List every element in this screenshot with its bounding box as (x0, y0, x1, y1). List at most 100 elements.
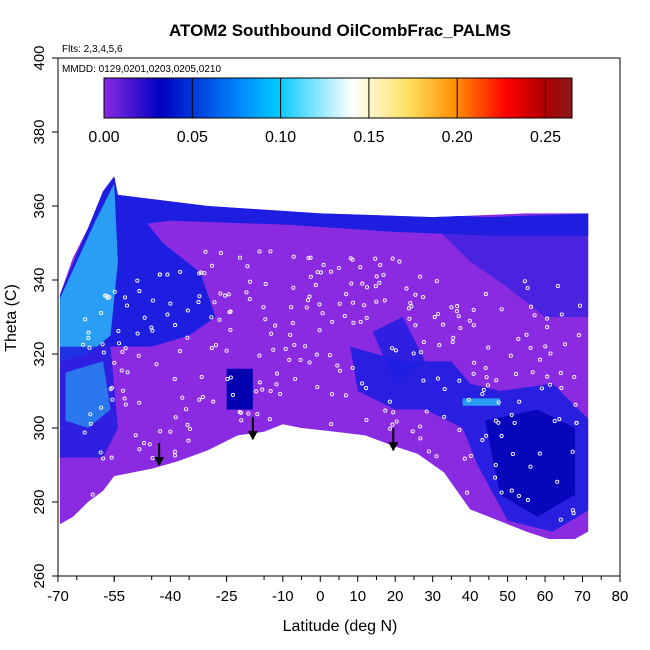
sample-point (342, 313, 347, 319)
sample-point (112, 289, 117, 294)
sample-point (173, 415, 178, 420)
sample-point (217, 317, 222, 322)
sample-point (450, 339, 455, 345)
sample-point (493, 462, 498, 468)
sample-point (267, 417, 272, 422)
sample-point (393, 348, 398, 353)
sample-point (158, 429, 163, 434)
y-tick-label: 260 (31, 563, 48, 588)
sample-point (432, 315, 437, 320)
sample-point (80, 342, 86, 347)
sample-point (413, 323, 418, 328)
sample-point (525, 498, 530, 503)
sample-point (421, 378, 426, 383)
sample-point (239, 418, 244, 423)
sample-point (558, 517, 563, 522)
sample-point (119, 368, 124, 373)
sample-point (397, 259, 402, 264)
sample-point (364, 386, 369, 391)
sample-point (168, 301, 173, 306)
sample-point (451, 335, 456, 340)
sample-point (418, 436, 423, 441)
sample-point (227, 310, 232, 315)
sample-point (83, 317, 88, 322)
sample-point (381, 272, 386, 277)
sample-point (555, 479, 560, 484)
northern-light-streak (462, 398, 501, 406)
sample-point (307, 360, 312, 365)
sample-point (313, 283, 318, 288)
colorbar-tick-label: 0.00 (88, 129, 119, 146)
sample-point (418, 274, 423, 279)
sample-point (218, 291, 223, 296)
sample-point (228, 327, 233, 332)
sample-point (137, 289, 142, 294)
sample-point (509, 488, 514, 493)
x-tick-label: -70 (47, 588, 69, 605)
sample-point (180, 395, 185, 400)
sample-point (436, 311, 441, 317)
sample-point (337, 368, 343, 373)
sample-point (224, 348, 229, 353)
colorbar-tick-label: 0.20 (442, 129, 473, 146)
sample-point (480, 438, 485, 443)
sample-point (228, 375, 233, 380)
sample-point (150, 298, 155, 303)
sample-point (120, 388, 126, 393)
x-tick-label: 70 (574, 588, 591, 605)
sample-point (137, 447, 142, 452)
y-tick-label: 360 (31, 193, 48, 218)
heatmap-field (59, 176, 589, 539)
sample-point (528, 464, 533, 469)
y-tick-label: 280 (31, 489, 48, 514)
sample-point (426, 449, 431, 454)
sample-point (467, 318, 472, 323)
sample-point (484, 375, 489, 380)
sample-point (288, 332, 293, 337)
sample-point (539, 386, 544, 391)
sample-point (410, 429, 415, 434)
sample-point (360, 381, 365, 386)
sample-point (472, 360, 477, 365)
mmdd-annotation: MMDD: 0129,0201,0203,0205,0210 (62, 64, 221, 75)
sample-point (122, 295, 128, 300)
sample-point (571, 511, 576, 516)
sample-point (199, 374, 204, 380)
sample-point (418, 424, 423, 429)
arrow-head (388, 442, 399, 452)
sample-point (545, 325, 550, 330)
sample-point (101, 350, 106, 355)
sample-point (237, 255, 243, 260)
sample-point (125, 370, 130, 375)
sample-point (344, 292, 349, 297)
sample-point (314, 352, 319, 357)
sample-point (570, 449, 575, 454)
sample-point (172, 449, 177, 454)
sample-point (178, 269, 183, 274)
upper-right-blue (432, 220, 589, 317)
sample-point (406, 306, 411, 311)
sample-point (268, 388, 273, 394)
sample-point (135, 278, 140, 283)
sample-point (178, 349, 183, 354)
sample-point (108, 387, 113, 392)
sample-point (512, 420, 517, 426)
sample-point (124, 303, 130, 308)
sample-point (304, 305, 309, 310)
sample-point (508, 353, 513, 358)
sample-point (107, 295, 112, 300)
sample-point (458, 326, 463, 331)
sample-point (257, 353, 262, 358)
sample-point (320, 311, 325, 316)
sample-point (390, 256, 395, 261)
sample-point (362, 303, 367, 308)
sample-point (283, 346, 288, 351)
sample-point (360, 281, 365, 286)
sample-point (517, 399, 522, 404)
sample-point (528, 345, 533, 350)
sample-point (404, 286, 409, 291)
left-light-blue-wedge (59, 183, 118, 362)
sample-point (528, 304, 534, 309)
sample-point (335, 363, 340, 368)
